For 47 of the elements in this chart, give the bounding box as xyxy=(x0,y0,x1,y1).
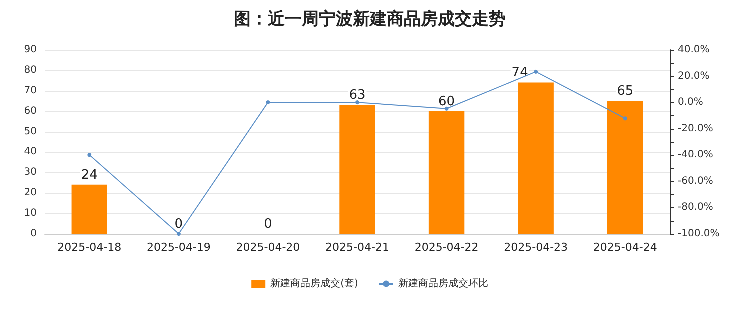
point xyxy=(88,153,92,158)
y-tick-label: 90 xyxy=(24,44,37,56)
data-label: 74 xyxy=(512,66,528,81)
x-tick-label: 2025-04-23 xyxy=(504,241,568,254)
y2-tick-label: 40.0% xyxy=(678,44,710,56)
bar xyxy=(72,184,108,234)
data-label: 0 xyxy=(264,217,272,232)
y-tick-label: 60 xyxy=(24,106,37,117)
bar xyxy=(518,82,554,234)
point xyxy=(176,232,181,236)
y-tick-label: 70 xyxy=(24,85,37,96)
y2-tick-label: 0.0% xyxy=(678,97,704,108)
y-tick-label: 40 xyxy=(24,146,37,158)
y2-tick-label: -100.0% xyxy=(678,228,720,240)
point xyxy=(623,116,628,121)
data-label: 24 xyxy=(81,168,98,183)
chart-title: 图：近一周宁波新建商品房成交走势 xyxy=(234,10,506,30)
y2-tick-label: -80.0% xyxy=(678,202,714,214)
y2-tick-label: -60.0% xyxy=(678,176,714,187)
point xyxy=(356,100,360,105)
bar xyxy=(608,101,644,234)
y2-tick-label: 20.0% xyxy=(678,70,710,82)
y-tick-label: 10 xyxy=(24,208,37,220)
legend-label: 新建商品房成交环比 xyxy=(398,278,488,290)
data-label: 63 xyxy=(349,88,366,104)
x-tick-label: 2025-04-22 xyxy=(414,241,479,254)
bar xyxy=(340,105,376,234)
x-tick-label: 2025-04-24 xyxy=(593,241,658,254)
bar xyxy=(428,111,465,234)
y-tick-label: 30 xyxy=(24,167,37,178)
point xyxy=(444,106,449,111)
y-tick-label: 80 xyxy=(24,64,37,76)
y2-tick-label: -20.0% xyxy=(678,123,714,134)
point xyxy=(266,100,270,105)
x-tick-label: 2025-04-18 xyxy=(58,241,122,254)
data-label: 65 xyxy=(617,84,634,100)
x-tick-label: 2025-04-21 xyxy=(326,241,390,254)
x-tick-label: 2025-04-20 xyxy=(236,241,300,254)
y-tick-label: 50 xyxy=(24,126,37,138)
legend-label: 新建商品房成交(套) xyxy=(270,278,358,290)
y2-tick-label: -40.0% xyxy=(678,150,714,161)
data-label: 60 xyxy=(438,94,456,110)
point xyxy=(534,70,538,74)
data-label: 0 xyxy=(174,217,184,232)
x-tick-label: 2025-04-19 xyxy=(146,241,211,254)
y-tick-label: 20 xyxy=(24,188,37,199)
y-tick-label: 0 xyxy=(30,228,37,240)
